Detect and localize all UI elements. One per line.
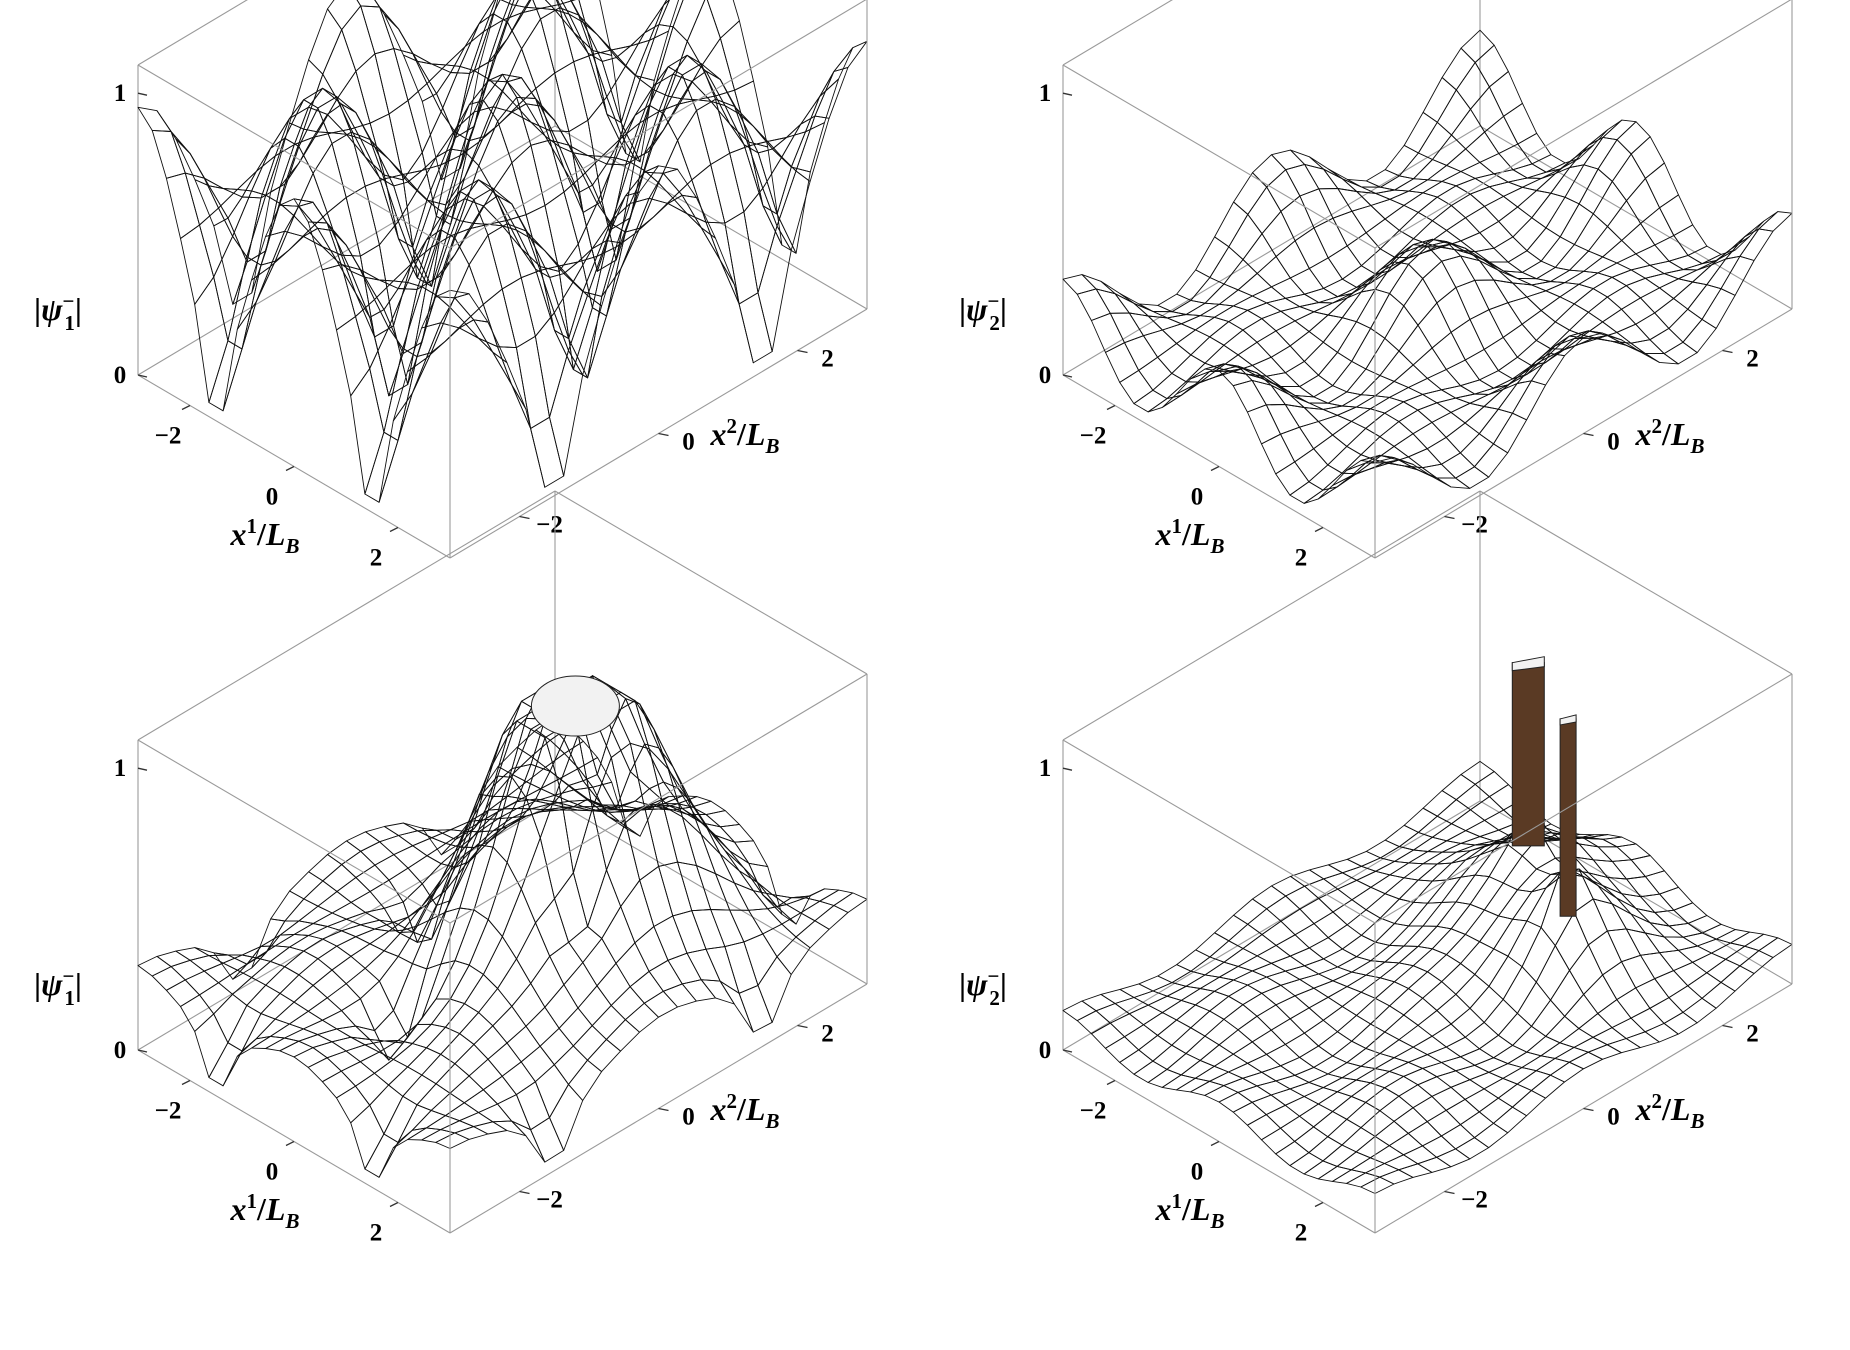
z-tick-label: 1	[1039, 755, 1052, 782]
z-axis-label: |ψ− 2|	[959, 964, 1007, 1010]
x-axis-label: x1/LB	[230, 1189, 300, 1233]
y-axis-label: x2/LB	[1635, 414, 1705, 458]
spike-right-cap	[1559, 714, 1577, 726]
x-tick-label: 2	[370, 545, 383, 572]
y-tick-label: 0	[1607, 1104, 1620, 1131]
box-back	[137, 490, 868, 1051]
spike-left-cap	[1511, 656, 1545, 672]
y-tick-label: 2	[1746, 346, 1759, 373]
surface-mesh	[1062, 29, 1793, 504]
z-tick-label: 1	[114, 80, 127, 107]
x-tick-label: 2	[1295, 545, 1308, 572]
x-tick-label: 0	[266, 1159, 279, 1186]
z-tick-label: 1	[1039, 80, 1052, 107]
panel-bottom-left: −2 0 2 −2 0 2 0 1 x1/LB x2/LB |ψ− 1|	[0, 490, 925, 1350]
z-axis-label: |ψ− 1|	[34, 964, 82, 1010]
spike-right	[1559, 718, 1577, 917]
y-axis-label: x2/LB	[710, 1089, 780, 1133]
clipped-peak-cap	[530, 675, 620, 737]
surface-plot-bottom-right: −2 0 2 −2 0 2 0 1 x1/LB x2/LB |ψ− 2|	[959, 490, 1793, 1247]
x-axis-label: x1/LB	[1155, 514, 1225, 558]
box-back	[1062, 0, 1793, 376]
x-tick-label: 2	[1295, 1220, 1308, 1247]
x-tick-label: −2	[155, 423, 182, 450]
y-tick-label: −2	[1461, 512, 1488, 539]
surface-plot-top-right: −2 0 2 −2 0 2 0 1 x1/LB x2/LB |ψ− 2|	[959, 0, 1793, 572]
z-axis-label: |ψ− 1|	[34, 289, 82, 335]
z-tick-label: 0	[1039, 362, 1052, 389]
x-tick-label: 2	[370, 1220, 383, 1247]
y-tick-label: 0	[1607, 429, 1620, 456]
z-tick-label: 0	[1039, 1037, 1052, 1064]
y-tick-label: 2	[1746, 1021, 1759, 1048]
y-tick-label: −2	[536, 1187, 563, 1214]
panel-top-left: −2 0 2 −2 0 2 0 1 x1/LB x2/LB |ψ− 1|	[0, 0, 925, 675]
y-tick-label: −2	[536, 512, 563, 539]
surface-plot-bottom-left: −2 0 2 −2 0 2 0 1 x1/LB x2/LB |ψ− 1|	[34, 490, 868, 1247]
panel-top-right: −2 0 2 −2 0 2 0 1 x1/LB x2/LB |ψ− 2|	[925, 0, 1850, 675]
y-tick-label: 2	[821, 1021, 834, 1048]
spike-left	[1511, 662, 1545, 847]
y-axis-label: x2/LB	[710, 414, 780, 458]
x-axis-label: x1/LB	[1155, 1189, 1225, 1233]
x-tick-label: −2	[1080, 1098, 1107, 1125]
panel-bottom-right: −2 0 2 −2 0 2 0 1 x1/LB x2/LB |ψ− 2|	[925, 490, 1850, 1350]
box-back	[1062, 490, 1793, 1051]
y-axis-label: x2/LB	[1635, 1089, 1705, 1133]
box-front	[137, 0, 868, 559]
x-tick-label: 0	[266, 484, 279, 511]
y-tick-label: 0	[682, 429, 695, 456]
surface-plot-top-left: −2 0 2 −2 0 2 0 1 x1/LB x2/LB |ψ− 1|	[34, 0, 868, 572]
x-tick-label: 0	[1191, 1159, 1204, 1186]
y-tick-label: 2	[821, 346, 834, 373]
surface-mesh	[137, 0, 868, 503]
x-axis-label: x1/LB	[230, 514, 300, 558]
y-tick-label: 0	[682, 1104, 695, 1131]
y-tick-label: −2	[1461, 1187, 1488, 1214]
x-tick-label: −2	[155, 1098, 182, 1125]
box-front	[137, 673, 868, 1234]
surface-mesh	[1062, 760, 1793, 1194]
x-tick-label: 0	[1191, 484, 1204, 511]
z-tick-label: 0	[114, 1037, 127, 1064]
x-tick-label: −2	[1080, 423, 1107, 450]
z-tick-label: 0	[114, 362, 127, 389]
z-tick-label: 1	[114, 755, 127, 782]
z-axis-label: |ψ− 2|	[959, 289, 1007, 335]
